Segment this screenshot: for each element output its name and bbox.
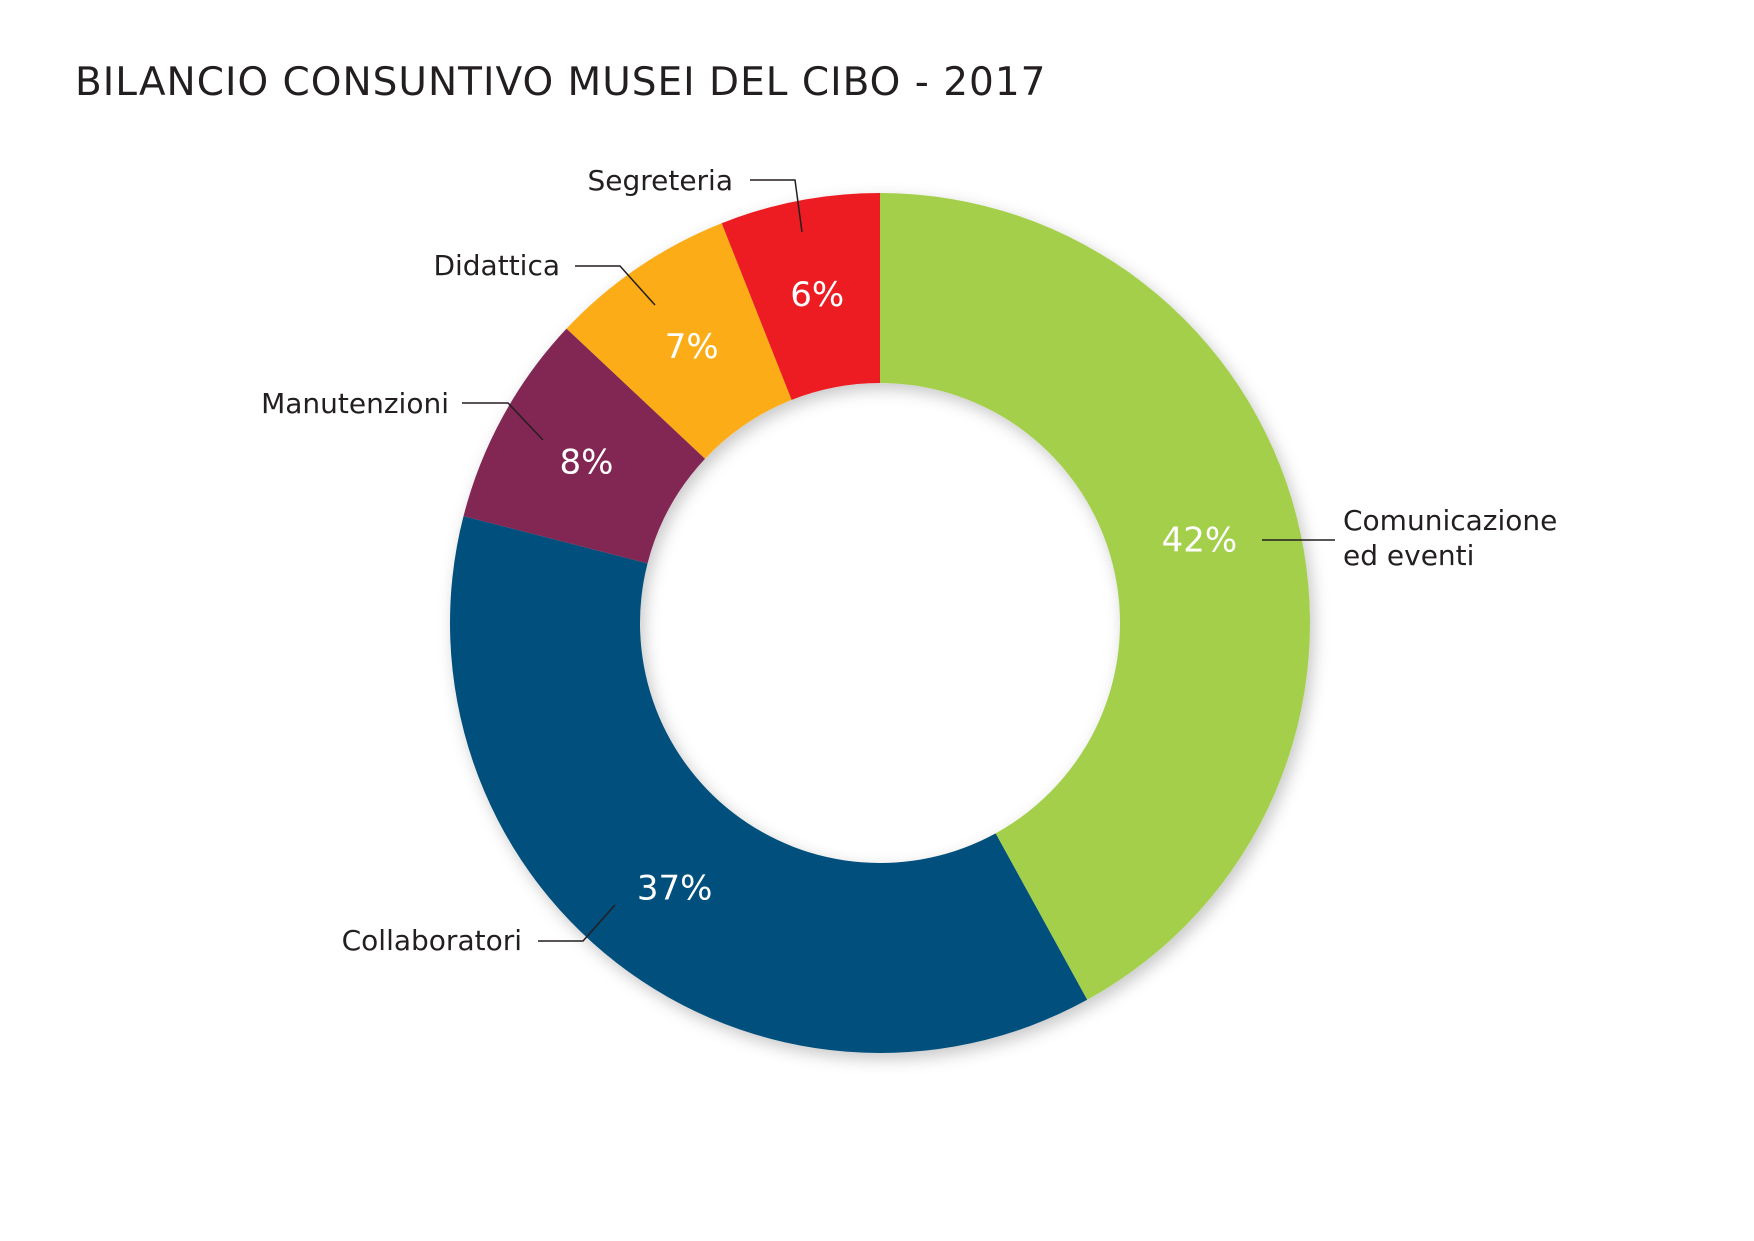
slice-segreteria bbox=[721, 193, 880, 400]
value-label-manutenzioni: 8% bbox=[559, 443, 613, 483]
slices-group bbox=[450, 193, 1310, 1053]
slice-comunicazione-ed-eventi bbox=[880, 193, 1310, 1000]
slice-didattica bbox=[566, 223, 792, 459]
leader-line-manutenzioni bbox=[462, 402, 544, 441]
slice-label-didattica: Didattica bbox=[433, 249, 560, 282]
value-label-segreteria: 6% bbox=[790, 275, 844, 315]
value-label-didattica: 7% bbox=[665, 327, 719, 367]
value-label-collaboratori: 37% bbox=[637, 869, 713, 909]
slice-label-comunicazione-ed-eventi-line-2: ed eventi bbox=[1343, 539, 1474, 572]
slice-label-segreteria: Segreteria bbox=[587, 164, 733, 197]
slice-manutenzioni bbox=[463, 328, 706, 564]
slice-collaboratori bbox=[450, 516, 1088, 1053]
slice-label-comunicazione-ed-eventi-line-1: Comunicazione bbox=[1343, 504, 1557, 537]
value-labels-group: 42% 37% 8% 7% 6% bbox=[559, 275, 1237, 909]
leader-line-didattica bbox=[575, 265, 656, 306]
leader-line-segreteria bbox=[750, 179, 803, 233]
slice-label-manutenzioni: Manutenzioni bbox=[261, 387, 449, 420]
leader-lines-group bbox=[462, 179, 1335, 942]
value-label-comunicazione-ed-eventi: 42% bbox=[1162, 521, 1238, 561]
chart-title: BILANCIO CONSUNTIVO MUSEI DEL CIBO - 201… bbox=[75, 60, 1047, 105]
slice-label-collaboratori: Collaboratori bbox=[342, 924, 522, 957]
leader-line-collaboratori bbox=[538, 904, 616, 942]
